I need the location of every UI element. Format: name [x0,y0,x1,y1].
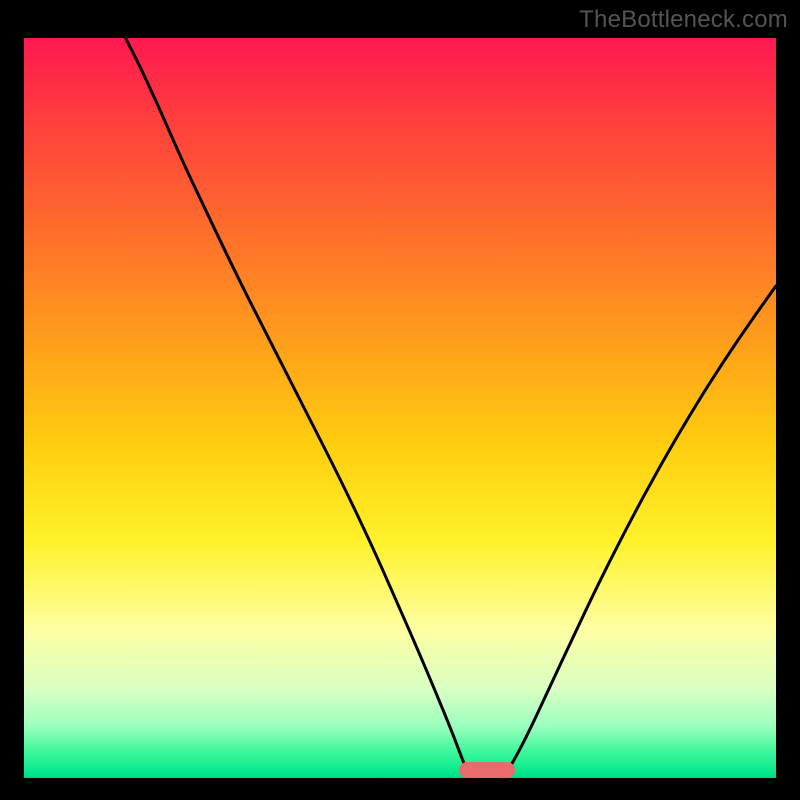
chart-container: TheBottleneck.com [0,0,800,800]
plot-background [24,38,776,778]
optimal-marker [459,762,515,778]
chart-svg [0,0,800,800]
